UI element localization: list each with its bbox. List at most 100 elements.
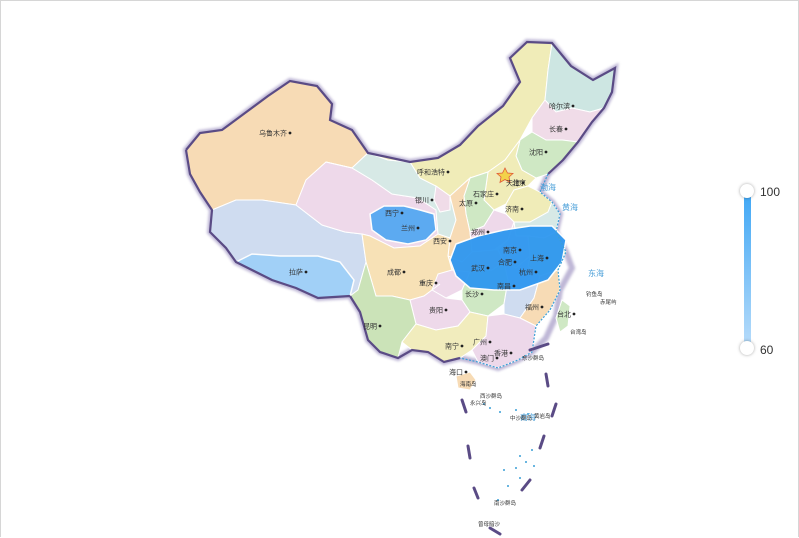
island-label: 东沙群岛 (522, 354, 545, 362)
city-dot (446, 170, 450, 174)
city-label: 台北 (557, 310, 571, 319)
visualmap-max-handle[interactable] (740, 184, 754, 198)
island-label: 曾母暗沙 (478, 520, 501, 528)
city-label: 沈阳 (529, 148, 543, 157)
city-label: 天津 (506, 180, 520, 188)
island-label: 南沙群岛 (494, 499, 517, 507)
city-label: 郑州 (471, 229, 485, 237)
city-dot (402, 270, 406, 274)
city-label: 兰州 (401, 224, 415, 233)
visualmap-min-handle[interactable] (740, 341, 754, 355)
city-dot (509, 351, 513, 355)
sea-label: 南海 (520, 412, 536, 422)
city-dot (572, 312, 576, 316)
country-border-south (184, 149, 461, 364)
sea-label: 渤海 (540, 182, 556, 192)
highlight-region-qinghai-gansu[interactable] (369, 205, 437, 245)
city-label: 太原 (459, 199, 473, 208)
island-label: 西沙群岛 (480, 392, 503, 400)
island-label: 台湾岛 (570, 328, 587, 336)
island-label: 赤尾屿 (600, 298, 617, 306)
city-label: 南宁 (445, 342, 459, 351)
city-dot (444, 308, 448, 312)
coastline (459, 173, 567, 369)
island-label: 黄岩岛 (534, 412, 551, 420)
city-dot (460, 344, 464, 348)
province-ningxia[interactable] (433, 185, 451, 213)
city-label: 成都 (387, 268, 401, 277)
city-label: 广州 (473, 338, 487, 347)
city-dot (464, 370, 468, 374)
capital-label: 北京 (512, 178, 526, 187)
visualmap-min-label: 60 (760, 343, 774, 357)
city-label: 乌鲁木齐 (259, 129, 287, 138)
city-label: 呼和浩特 (417, 168, 445, 177)
island-label: 永兴岛 (470, 399, 487, 407)
city-dot (544, 150, 548, 154)
city-label: 重庆 (419, 279, 433, 288)
city-dot (430, 198, 434, 202)
province-taiwan[interactable] (555, 299, 571, 333)
city-label: 哈尔滨 (549, 102, 570, 111)
city-dot (448, 239, 452, 243)
city-dot (534, 270, 538, 274)
city-dot (521, 181, 525, 185)
city-label: 西宁 (385, 209, 399, 218)
island-label: 中沙群岛 (510, 414, 533, 422)
city-dot (480, 292, 484, 296)
nine-dash-line (460, 342, 558, 536)
city-label: 香港 (494, 349, 508, 358)
city-dot (488, 340, 492, 344)
city-dot (513, 260, 517, 264)
city-dot (564, 127, 568, 131)
city-dot (495, 356, 499, 360)
city-dot (545, 256, 549, 260)
city-label: 武汉 (471, 264, 485, 273)
city-label: 福州 (525, 303, 539, 312)
visualmap-max-label: 100 (760, 185, 781, 199)
city-dot (540, 305, 544, 309)
province-hainan[interactable] (455, 371, 477, 391)
city-dot (486, 266, 490, 270)
city-label: 杭州 (519, 268, 533, 277)
city-label: 昆明 (363, 323, 377, 331)
city-dot (518, 248, 522, 252)
city-dot (512, 284, 516, 288)
city-label: 石家庄 (473, 190, 494, 199)
city-label: 银川 (415, 196, 429, 205)
city-label: 拉萨 (289, 268, 303, 277)
city-dot (474, 201, 478, 205)
city-dot (486, 230, 490, 234)
city-dot (304, 270, 308, 274)
city-dot (434, 281, 438, 285)
city-label: 合肥 (498, 258, 512, 267)
city-label: 济南 (505, 205, 519, 214)
city-label: 贵阳 (429, 306, 443, 315)
capital-star-icon (496, 167, 514, 184)
city-dot (416, 226, 420, 230)
city-dot (520, 207, 524, 211)
island-dots (483, 403, 535, 501)
city-label: 海口 (449, 368, 463, 377)
city-label: 西安 (433, 237, 447, 246)
city-dot (378, 324, 382, 328)
highlight-region-central-east[interactable] (449, 225, 567, 291)
city-label: 南京 (503, 246, 517, 255)
island-label: 海南岛 (460, 380, 477, 388)
city-dot (495, 192, 499, 196)
city-label: 澳门 (480, 354, 494, 363)
city-label: 上海 (530, 254, 544, 263)
city-dot (288, 131, 292, 135)
sea-label: 东海 (588, 268, 604, 278)
city-label: 长沙 (465, 290, 479, 299)
country-border (185, 40, 617, 175)
city-dot (571, 104, 575, 108)
city-label: 长春 (549, 125, 563, 134)
sea-label: 黄海 (562, 202, 578, 212)
city-labels: 乌鲁木齐 哈尔滨长春沈阳呼和浩特天津石家庄银川 太原济南 西宁兰州郑州西安南京合肥 上海… (259, 102, 576, 377)
visualmap-gradient-bar (744, 192, 751, 348)
city-dot (400, 211, 404, 215)
